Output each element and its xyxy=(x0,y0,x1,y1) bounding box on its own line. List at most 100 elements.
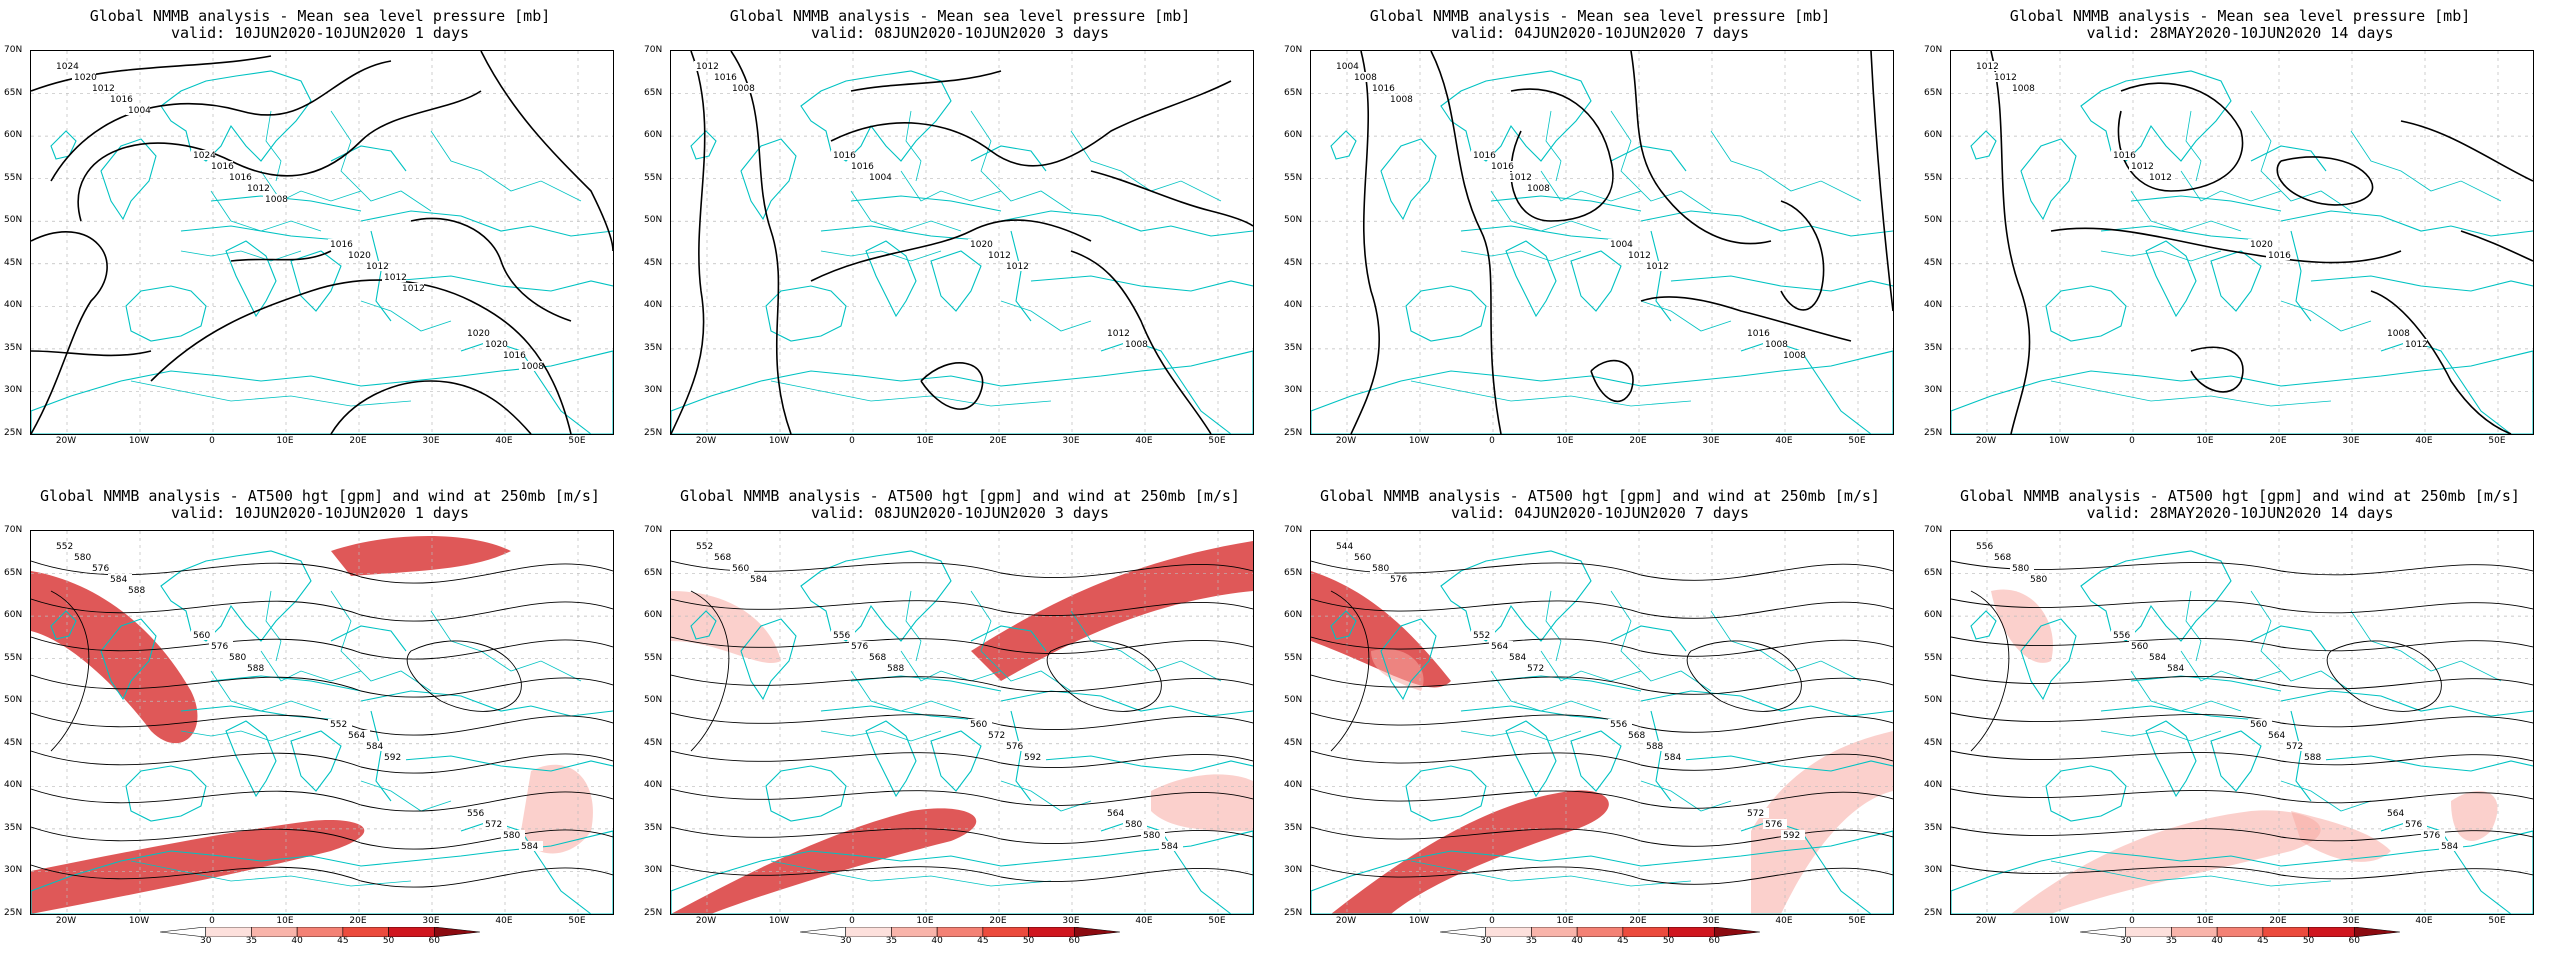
height-contour xyxy=(1686,640,1802,712)
contour-label-background xyxy=(382,272,406,282)
longitude-tick-label: 50E xyxy=(1208,436,1226,446)
contour-value-label: 568 xyxy=(714,553,731,563)
latitude-tick-label: 50N xyxy=(1284,695,1303,706)
contour-value-label: 556 xyxy=(2113,631,2130,641)
contour-label-background xyxy=(730,563,754,573)
height-contour xyxy=(50,590,90,752)
latitude-tick-label: 40N xyxy=(1924,300,1943,311)
coastline xyxy=(2045,285,2127,342)
contour-value-label: 572 xyxy=(1747,809,1764,819)
contour-value-label: 568 xyxy=(1628,731,1645,741)
coastline xyxy=(1951,830,2533,914)
coastline xyxy=(180,705,352,722)
coastline xyxy=(740,618,797,701)
contour-value-label: 556 xyxy=(1976,542,1993,552)
latitude-tick-label: 60N xyxy=(1924,610,1943,621)
isobar xyxy=(77,90,482,222)
colorbar-level-label: 35 xyxy=(1525,936,1538,946)
country-border xyxy=(1710,610,1862,682)
isobar xyxy=(2117,82,2244,192)
map-canvas: 5525605525565805765645725765805845805845… xyxy=(31,531,613,914)
coastline xyxy=(865,240,917,318)
country-border xyxy=(770,380,1052,407)
contour-label-background xyxy=(2111,630,2135,640)
contour-value-label: 580 xyxy=(229,653,246,663)
country-border xyxy=(1640,300,1732,332)
map-frame: 552 556 560 564 568 576 572 580 560 568 576 580 584 5… xyxy=(670,530,1254,915)
colorbar-swatch xyxy=(845,926,892,938)
height-contour xyxy=(1951,864,2533,880)
contour-value-label: 580 xyxy=(2012,564,2029,574)
coastline xyxy=(100,138,157,221)
coastline xyxy=(1460,225,1632,242)
height-contour xyxy=(31,826,613,850)
contour-label-background xyxy=(986,250,1010,260)
map-frame: 556 556 560 564 568 560 564 576 580 584 572 576 580 5… xyxy=(1950,530,2534,915)
coastline xyxy=(970,145,1047,172)
isobar xyxy=(1630,51,1772,245)
coastline xyxy=(1440,70,1592,162)
height-contour xyxy=(31,636,613,660)
longitude-tick-label: 50E xyxy=(1848,436,1866,446)
coastline xyxy=(225,240,277,318)
longitude-tick-label: 50E xyxy=(2488,436,2506,446)
isobar xyxy=(1430,51,1502,434)
contour-label-background xyxy=(831,150,855,160)
height-contour xyxy=(671,826,1253,845)
contour-value-label: 584 xyxy=(110,575,127,585)
contour-label-background xyxy=(209,641,233,651)
contour-label-background xyxy=(1489,641,1513,651)
mslp-map-panel: Global NMMB analysis - Mean sea level pr… xyxy=(640,0,1280,480)
contour-label-background xyxy=(2165,663,2189,673)
country-border xyxy=(330,590,432,692)
contour-value-label: 1012 xyxy=(92,84,115,94)
contour-label-background xyxy=(1370,563,1394,573)
coastline xyxy=(1640,210,1893,237)
contour-label-background xyxy=(501,830,525,840)
country-border xyxy=(210,190,322,232)
contour-value-label: 1008 xyxy=(521,362,544,372)
coastline xyxy=(290,730,342,792)
longitude-tick-label: 10W xyxy=(2048,436,2070,446)
contour-value-label: 1016 xyxy=(1372,84,1395,94)
coastline xyxy=(1100,820,1232,914)
isobar xyxy=(2400,120,2533,182)
coastline xyxy=(1570,250,1622,312)
colorbar-swatch xyxy=(799,926,847,938)
coastline xyxy=(930,250,982,312)
latitude-tick-label: 45N xyxy=(4,257,23,268)
colorbar-swatch xyxy=(1622,926,1669,938)
coastline xyxy=(460,340,592,434)
contour-value-label: 1008 xyxy=(2387,329,2410,339)
coastline xyxy=(2280,690,2533,717)
colorbar-swatch xyxy=(342,926,389,938)
coastline xyxy=(360,210,613,237)
latitude-tick-label: 65N xyxy=(1284,87,1303,98)
height-contour xyxy=(671,750,1253,769)
contour-label-background xyxy=(1763,339,1787,349)
contour-value-label: 1012 xyxy=(366,262,389,272)
contour-label-background xyxy=(712,72,736,82)
longitude-tick-label: 50E xyxy=(568,436,586,446)
height-contour xyxy=(1311,598,1893,619)
contour-label-background xyxy=(1974,541,1998,551)
country-border xyxy=(2185,590,2202,662)
latitude-tick-label: 60N xyxy=(4,610,23,621)
wind-speed-colorbar xyxy=(159,924,481,938)
colorbar-swatch xyxy=(296,926,344,938)
longitude-tick-label: 30E xyxy=(1702,916,1720,926)
contour-value-label: 592 xyxy=(384,753,401,763)
coastline xyxy=(2380,340,2512,434)
contour-label-background xyxy=(1745,328,1769,338)
longitude-tick-label: 30E xyxy=(422,916,440,926)
country-border xyxy=(820,730,942,742)
contour-label-background xyxy=(90,563,114,573)
colorbar-swatch xyxy=(891,926,938,938)
latitude-tick-label: 40N xyxy=(1924,780,1943,791)
mslp-map-panel: Global NMMB analysis - Mean sea level pr… xyxy=(1280,0,1920,480)
colorbar-swatch xyxy=(2125,926,2172,938)
isobar xyxy=(2050,227,2402,264)
contour-label-background xyxy=(1507,652,1531,662)
height-contour xyxy=(671,560,1253,579)
